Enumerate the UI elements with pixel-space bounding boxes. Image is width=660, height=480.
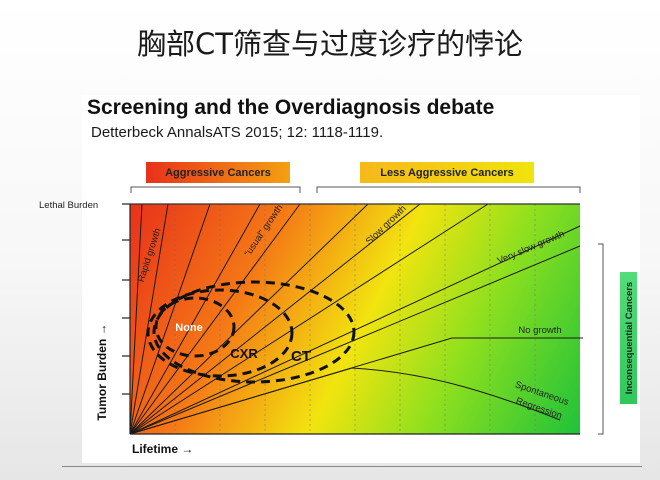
aggressive-cancers-label: Aggressive Cancers — [165, 167, 271, 179]
figure-citation: Detterbeck AnnalsATS 2015; 12: 1118-1119… — [91, 124, 384, 141]
slide-title: 胸部CT筛查与过度诊疗的悖论 — [137, 27, 523, 61]
axes — [122, 203, 580, 435]
curve-usual-1 — [129, 203, 211, 435]
none-detection-zone — [154, 296, 236, 358]
none-zone-label: None — [175, 322, 203, 334]
inconsequential-cancers-badge — [620, 272, 637, 404]
grid-lines — [174, 204, 536, 434]
less-aggressive-bracket — [316, 186, 581, 193]
curve-rapid-1 — [129, 203, 143, 435]
ct-zone-label: CT — [291, 348, 311, 365]
aggressive-bracket — [130, 186, 301, 193]
curve-rapid-2 — [129, 203, 169, 435]
curve-usual-2 — [129, 203, 261, 435]
curve-usual-3 — [129, 203, 301, 435]
aggressive-cancers-badge — [146, 162, 290, 183]
inconsequential-bracket — [598, 243, 604, 435]
slide-baseline — [62, 466, 642, 467]
less-aggressive-cancers-badge — [360, 162, 534, 183]
inconsequential-cancers-label: Inconsequential Cancers — [624, 282, 635, 394]
y-axis-label: Tumor Burden → — [95, 323, 109, 420]
curve-slow-2 — [129, 203, 421, 435]
curve-slow-3 — [129, 203, 489, 435]
cxr-detection-zone — [146, 288, 294, 378]
x-axis-label: Lifetime → — [132, 442, 193, 456]
curve-slow-1 — [129, 203, 369, 435]
less-aggressive-cancers-label: Less Aggressive Cancers — [380, 167, 514, 179]
ct-detection-zone — [152, 280, 356, 384]
curve-regression — [129, 367, 561, 435]
cxr-zone-label: CXR — [230, 346, 258, 361]
lethal-burden-label: Lethal Burden — [39, 200, 98, 211]
curve-very-slow-2 — [129, 245, 581, 435]
label-no-growth: No growth — [518, 325, 561, 336]
figure-title: Screening and the Overdiagnosis debate — [87, 96, 495, 119]
